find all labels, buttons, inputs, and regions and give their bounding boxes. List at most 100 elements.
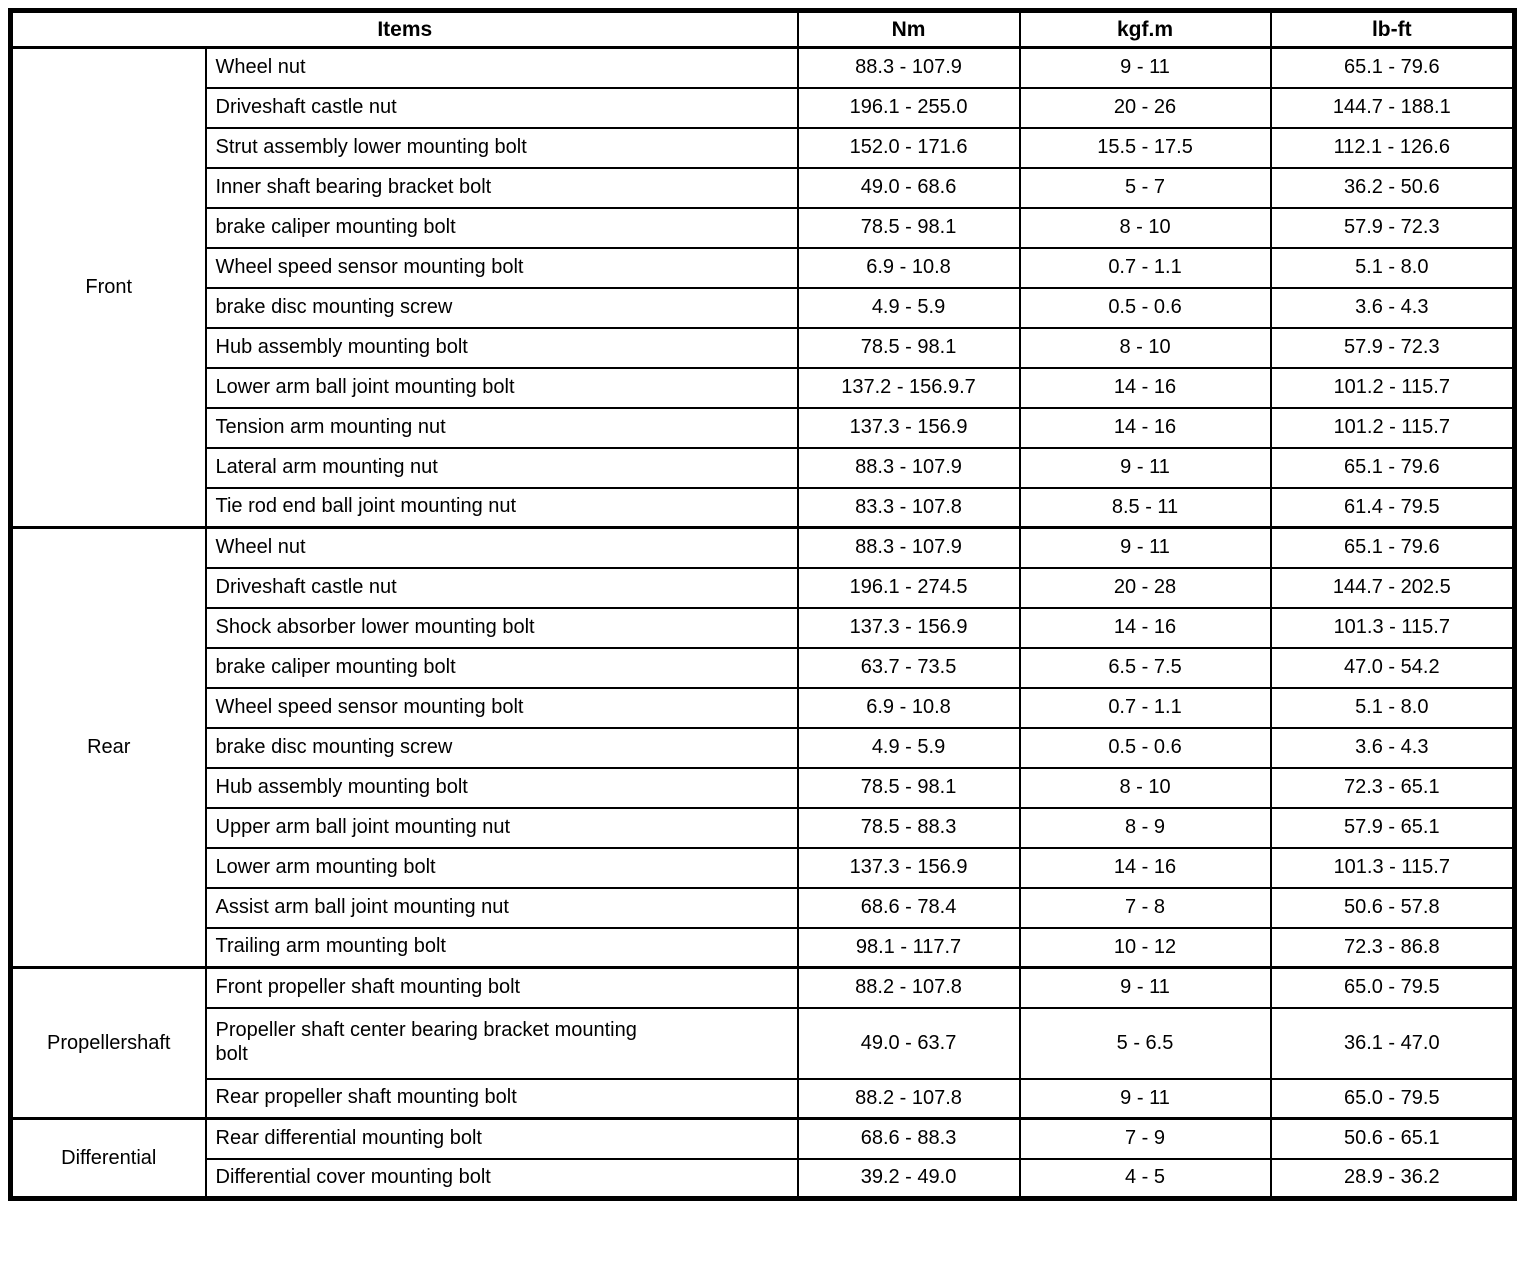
table-row: Lower arm mounting bolt 137.3 - 156.9 14 -… — [11, 846, 1516, 889]
table-row: brake caliper mounting bolt 63.7 - 73.5 6.… — [11, 646, 1516, 689]
table-row: Lateral arm mounting nut 88.3 - 107.9 9 - … — [11, 446, 1516, 489]
table-row: Hub assembly mounting bolt 78.5 - 98.1 8 -… — [11, 766, 1516, 809]
lbft-value: 101.2 - 115.7 — [1269, 366, 1516, 409]
nm-value: 68.6 - 78.4 — [796, 886, 1021, 929]
kgfm-value: 0.5 - 0.6 — [1018, 286, 1272, 329]
nm-value: 49.0 - 63.7 — [796, 1006, 1021, 1080]
nm-value: 196.1 - 274.5 — [796, 566, 1021, 609]
nm-value: 88.2 - 107.8 — [796, 1077, 1021, 1120]
nm-value: 98.1 - 117.7 — [796, 926, 1021, 969]
item-cell: Wheel nut — [204, 526, 799, 569]
item-cell: Hub assembly mounting bolt — [204, 326, 799, 369]
item-cell: Propeller shaft center bearing bracket m… — [204, 1006, 799, 1080]
nm-value: 137.3 - 156.9 — [796, 846, 1021, 889]
table-row: Strut assembly lower mounting bolt 152.0 … — [11, 126, 1516, 169]
lbft-value: 28.9 - 36.2 — [1269, 1157, 1516, 1200]
group-label-differential: Differential — [9, 1117, 207, 1200]
lbft-value: 36.2 - 50.6 — [1269, 166, 1516, 209]
lbft-value: 65.0 - 79.5 — [1269, 966, 1516, 1009]
table-body: Front Wheel nut 88.3 - 107.9 9 - 11 65.1 - 7… — [9, 46, 1516, 1200]
table-row: Tension arm mounting nut 137.3 - 156.9 14 … — [11, 406, 1516, 449]
nm-value: 4.9 - 5.9 — [796, 286, 1021, 329]
kgfm-value: 9 - 11 — [1018, 526, 1272, 569]
kgfm-value: 14 - 16 — [1018, 406, 1272, 449]
nm-value: 39.2 - 49.0 — [796, 1157, 1021, 1200]
table-row: Inner shaft bearing bracket bolt 49.0 - 6… — [11, 166, 1516, 209]
lbft-value: 5.1 - 8.0 — [1269, 686, 1516, 729]
header-row: Items Nm kgf.m lb-ft — [9, 9, 1516, 49]
item-cell: Wheel nut — [204, 46, 799, 89]
lbft-value: 5.1 - 8.0 — [1269, 246, 1516, 289]
item-cell: Lateral arm mounting nut — [204, 446, 799, 489]
table-row: Lower arm ball joint mounting bolt 137.2 … — [11, 366, 1516, 409]
kgfm-value: 5 - 7 — [1018, 166, 1272, 209]
lbft-value: 144.7 - 188.1 — [1269, 86, 1516, 129]
item-cell: brake caliper mounting bolt — [204, 206, 799, 249]
table-row: brake caliper mounting bolt 78.5 - 98.1 8 … — [11, 206, 1516, 249]
table-row: Assist arm ball joint mounting nut 68.6 -… — [11, 886, 1516, 929]
table-row: brake disc mounting screw 4.9 - 5.9 0.5 - … — [11, 726, 1516, 769]
item-cell: brake disc mounting screw — [204, 286, 799, 329]
lbft-value: 101.3 - 115.7 — [1269, 846, 1516, 889]
kgfm-value: 0.5 - 0.6 — [1018, 726, 1272, 769]
kgfm-value: 8 - 10 — [1018, 326, 1272, 369]
table-header: Items Nm kgf.m lb-ft — [9, 9, 1516, 49]
kgfm-value: 15.5 - 17.5 — [1018, 126, 1272, 169]
table-row: Upper arm ball joint mounting nut 78.5 - … — [11, 806, 1516, 849]
item-cell: Hub assembly mounting bolt — [204, 766, 799, 809]
item-cell: Wheel speed sensor mounting bolt — [204, 246, 799, 289]
table-row: Front Wheel nut 88.3 - 107.9 9 - 11 65.1 - 7… — [9, 46, 1516, 529]
nm-value: 4.9 - 5.9 — [796, 726, 1021, 769]
lbft-value: 61.4 - 79.5 — [1269, 486, 1516, 529]
item-cell: Trailing arm mounting bolt — [204, 926, 799, 969]
kgfm-value: 7 - 9 — [1018, 1117, 1272, 1160]
nm-value: 137.3 - 156.9 — [796, 406, 1021, 449]
kgfm-value: 0.7 - 1.1 — [1018, 686, 1272, 729]
group-label-front: Front — [9, 46, 207, 529]
lbft-value: 101.3 - 115.7 — [1269, 606, 1516, 649]
nm-value: 88.3 - 107.9 — [796, 526, 1021, 569]
table-row: Differential Rear differential mounting b… — [9, 1117, 1516, 1200]
lbft-value: 3.6 - 4.3 — [1269, 286, 1516, 329]
kgfm-value: 9 - 11 — [1018, 966, 1272, 1009]
table-row: Tie rod end ball joint mounting nut 83.3 … — [11, 486, 1516, 529]
kgfm-value: 20 - 28 — [1018, 566, 1272, 609]
item-cell: brake disc mounting screw — [204, 726, 799, 769]
table-row: Wheel speed sensor mounting bolt 6.9 - 10… — [11, 686, 1516, 729]
nm-value: 88.3 - 107.9 — [796, 446, 1021, 489]
nm-value: 78.5 - 98.1 — [796, 206, 1021, 249]
kgfm-value: 14 - 16 — [1018, 846, 1272, 889]
page: Items Nm kgf.m lb-ft Front Wheel nut 88.3 … — [8, 8, 1518, 1201]
table-row: Propellershaft Front propeller shaft moun… — [9, 966, 1516, 1120]
item-cell: Rear propeller shaft mounting bolt — [204, 1077, 799, 1120]
nm-value: 83.3 - 107.8 — [796, 486, 1021, 529]
table-row: brake disc mounting screw 4.9 - 5.9 0.5 - … — [11, 286, 1516, 329]
kgfm-value: 9 - 11 — [1018, 46, 1272, 89]
kgfm-value: 4 - 5 — [1018, 1157, 1272, 1200]
lbft-value: 144.7 - 202.5 — [1269, 566, 1516, 609]
item-cell: Inner shaft bearing bracket bolt — [204, 166, 799, 209]
nm-value: 6.9 - 10.8 — [796, 686, 1021, 729]
table-row: Wheel speed sensor mounting bolt 6.9 - 10… — [11, 246, 1516, 289]
kgfm-value: 9 - 11 — [1018, 1077, 1272, 1120]
kgfm-value: 14 - 16 — [1018, 366, 1272, 409]
nm-value: 63.7 - 73.5 — [796, 646, 1021, 689]
kgfm-value: 0.7 - 1.1 — [1018, 246, 1272, 289]
nm-value: 137.3 - 156.9 — [796, 606, 1021, 649]
item-cell: Rear differential mounting bolt — [204, 1117, 799, 1160]
nm-value: 88.2 - 107.8 — [796, 966, 1021, 1009]
table-row: Driveshaft castle nut 196.1 - 274.5 20 - 2… — [11, 566, 1516, 609]
item-cell: Wheel speed sensor mounting bolt — [204, 686, 799, 729]
item-cell: Tension arm mounting nut — [204, 406, 799, 449]
item-cell: Lower arm ball joint mounting bolt — [204, 366, 799, 409]
table-row: Propeller shaft center bearing bracket m… — [11, 1006, 1516, 1080]
table-row: Hub assembly mounting bolt 78.5 - 98.1 8 -… — [11, 326, 1516, 369]
table-row: Trailing arm mounting bolt 98.1 - 117.7 10… — [11, 926, 1516, 969]
lbft-value: 65.1 - 79.6 — [1269, 46, 1516, 89]
lbft-value: 47.0 - 54.2 — [1269, 646, 1516, 689]
lbft-value: 3.6 - 4.3 — [1269, 726, 1516, 769]
lbft-value: 57.9 - 72.3 — [1269, 206, 1516, 249]
kgfm-value: 6.5 - 7.5 — [1018, 646, 1272, 689]
item-cell: Driveshaft castle nut — [204, 86, 799, 129]
lbft-value: 36.1 - 47.0 — [1269, 1006, 1516, 1080]
